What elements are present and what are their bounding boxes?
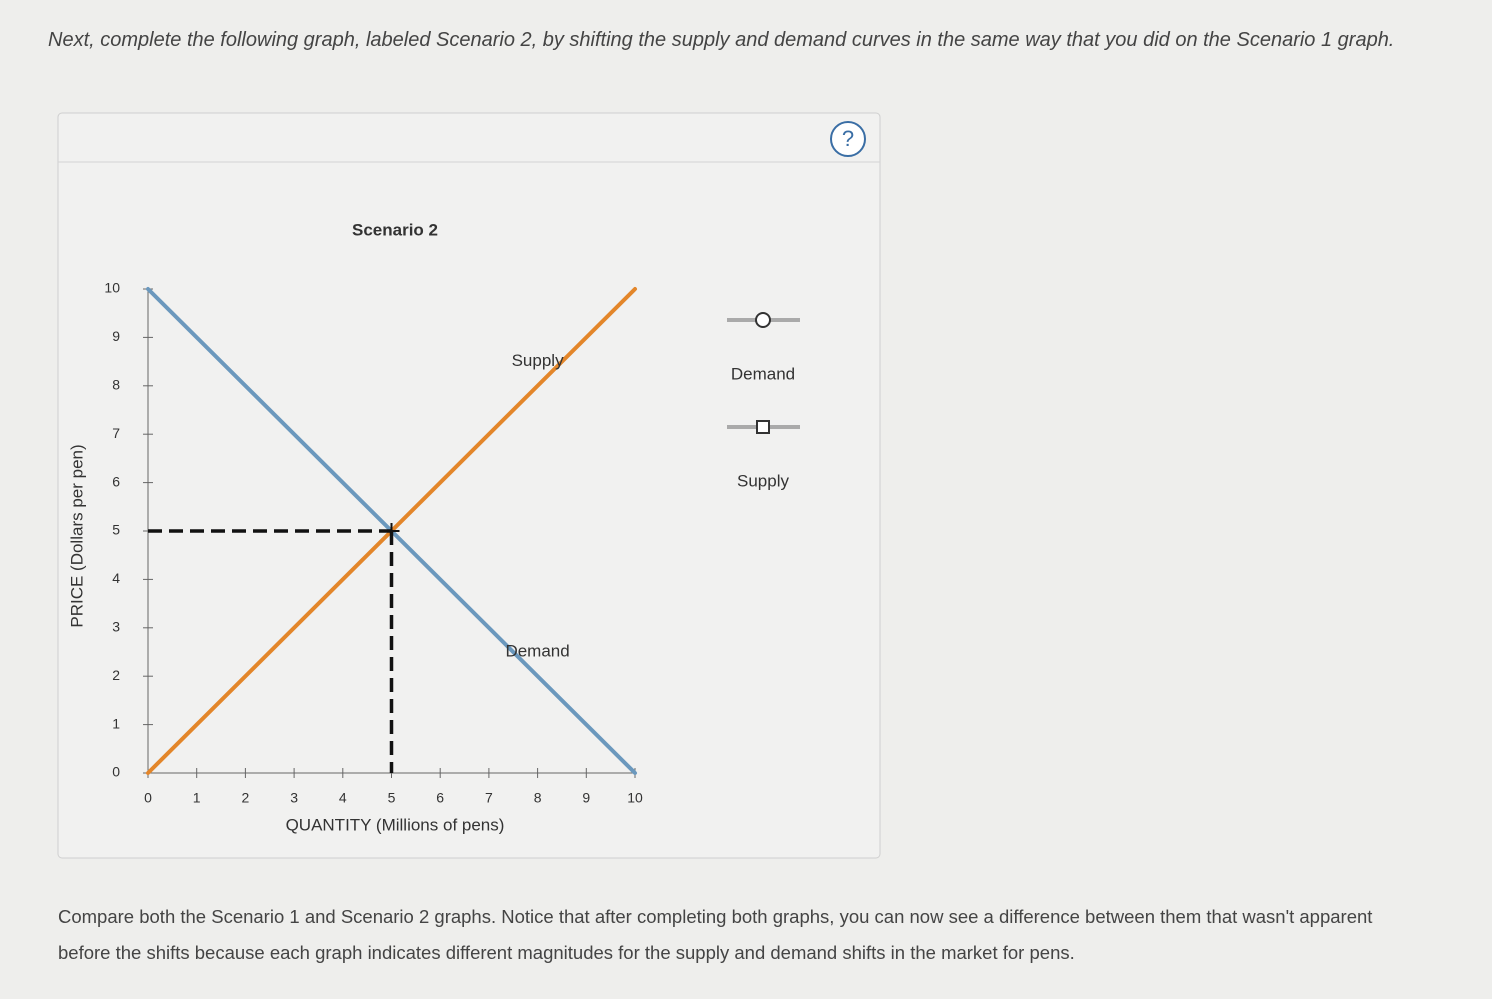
instructions: Next, complete the following graph, labe… bbox=[48, 29, 1395, 51]
x-axis-label: QUANTITY (Millions of pens) bbox=[286, 815, 505, 834]
y-tick-label: 10 bbox=[104, 280, 120, 296]
tool-marker[interactable] bbox=[756, 420, 770, 434]
y-tick-label: 6 bbox=[112, 473, 120, 489]
x-tick-label: 8 bbox=[534, 790, 542, 806]
footer-text: Compare both the Scenario 1 and Scenario… bbox=[58, 906, 1373, 963]
y-tick-label: 3 bbox=[112, 619, 120, 635]
y-tick-label: 0 bbox=[112, 764, 120, 780]
x-tick-label: 9 bbox=[582, 790, 590, 806]
x-tick-label: 6 bbox=[436, 790, 444, 806]
x-tick-label: 2 bbox=[242, 790, 250, 806]
x-tick-label: 3 bbox=[290, 790, 298, 806]
x-tick-label: 1 bbox=[193, 790, 201, 806]
tool-palette: Demand Supply bbox=[727, 312, 800, 490]
y-tick-label: 2 bbox=[112, 667, 120, 683]
x-tick-label: 10 bbox=[627, 790, 643, 806]
help-icon[interactable]: ? bbox=[842, 126, 854, 151]
tool-marker[interactable] bbox=[755, 312, 771, 328]
widget-frame bbox=[57, 112, 881, 859]
curve-label: Demand bbox=[505, 641, 569, 660]
y-tick-label: 5 bbox=[112, 522, 120, 538]
y-tick-label: 4 bbox=[112, 570, 120, 586]
curve-label: Supply bbox=[512, 351, 564, 370]
y-tick-label: 7 bbox=[112, 425, 120, 441]
x-tick-label: 0 bbox=[144, 790, 152, 806]
chart-title: Scenario 2 bbox=[352, 220, 438, 239]
x-tick-label: 7 bbox=[485, 790, 493, 806]
y-axis-label: PRICE (Dollars per pen) bbox=[67, 444, 86, 627]
x-tick-label: 4 bbox=[339, 790, 347, 806]
equilibrium-cross bbox=[383, 523, 400, 539]
x-tick-label: 5 bbox=[388, 790, 396, 806]
y-tick-label: 9 bbox=[112, 328, 120, 344]
y-tick-label: 8 bbox=[112, 377, 120, 393]
y-tick-label: 1 bbox=[112, 715, 120, 731]
tool-label[interactable]: Supply bbox=[737, 471, 789, 490]
tool-label[interactable]: Demand bbox=[731, 364, 795, 383]
plot: 0 1 2 3 4 5 6 7 8 9 10 0 1 2 3 4 5 6 7 8 9 10 Demand Supply bbox=[104, 280, 643, 806]
help-button[interactable] bbox=[830, 121, 866, 157]
